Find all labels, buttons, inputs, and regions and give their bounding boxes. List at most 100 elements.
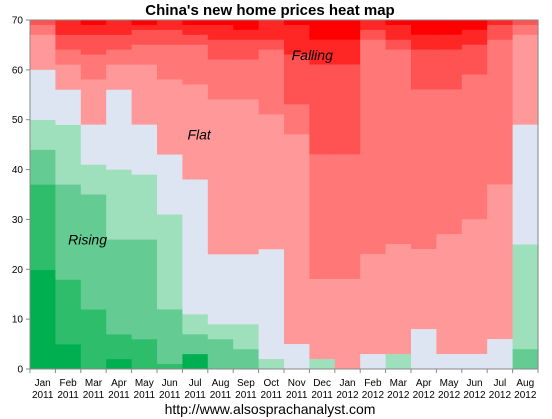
heatmap-cell	[55, 184, 82, 280]
x-tick-label: 2012	[489, 390, 512, 401]
heatmap-cell	[487, 24, 514, 40]
chart-axes: 010203040506070Jan2011Feb2011Mar2011Apr2…	[12, 16, 539, 401]
x-tick-label: Apr	[111, 378, 127, 389]
heatmap-cell	[487, 39, 514, 185]
heatmap-cell	[55, 279, 82, 345]
heatmap-cell	[131, 239, 158, 340]
heatmap-cell	[411, 49, 437, 90]
heatmap-cell	[157, 79, 183, 155]
heatmap-cell	[385, 244, 412, 355]
y-tick-label: 30	[12, 215, 24, 226]
heatmap-cell	[157, 29, 183, 45]
heatmap-cell	[487, 20, 514, 25]
heatmap-cell	[131, 339, 158, 369]
heatmap-cell	[258, 114, 285, 250]
heatmap-cell	[80, 79, 107, 125]
heatmap-cell	[55, 20, 82, 35]
heatmap-cell	[411, 329, 437, 369]
heatmap-cell	[182, 354, 209, 369]
heatmap-cell	[385, 49, 412, 245]
heatmap-cell	[106, 334, 133, 360]
heatmap-cell	[106, 239, 133, 335]
heatmap-cell	[436, 234, 463, 355]
heatmap-cell	[385, 39, 412, 50]
heatmap-cell	[309, 279, 336, 360]
heatmap-cell	[30, 69, 56, 120]
heatmap-cell	[131, 29, 158, 45]
y-tick-label: 50	[12, 115, 24, 126]
x-tick-label: Jan	[339, 378, 355, 389]
heatmap-cell	[131, 24, 158, 30]
heatmap-cell	[487, 339, 514, 369]
heatmap-cell	[233, 59, 260, 100]
x-tick-label: 2011	[32, 390, 54, 401]
y-tick-label: 40	[12, 165, 24, 176]
heatmap-cell	[512, 244, 539, 350]
heatmap-cell	[80, 309, 107, 369]
x-tick-label: Mar	[85, 378, 103, 389]
region-annotation: Rising	[68, 231, 107, 247]
heatmap-cell	[461, 29, 488, 45]
heatmap-cell	[258, 39, 285, 50]
heatmap-cells	[30, 20, 539, 369]
heatmap-cell	[512, 34, 539, 125]
x-tick-label: May	[440, 378, 459, 389]
heatmap-cell	[461, 354, 488, 369]
x-tick-label: 2012	[514, 390, 537, 401]
heatmap-cell	[106, 34, 133, 50]
heatmap-cell	[385, 354, 412, 369]
heatmap-cell	[182, 44, 209, 85]
heatmap-cell	[131, 124, 158, 175]
x-tick-label: 2012	[387, 390, 410, 401]
x-tick-label: Aug	[516, 378, 534, 389]
heatmap-cell	[461, 20, 488, 30]
x-tick-label: 2011	[108, 390, 130, 401]
source-url[interactable]: http://www.alsosprachanalyst.com	[165, 401, 376, 417]
heatmap-cell	[284, 344, 310, 369]
heatmap-cell	[80, 20, 107, 25]
heatmap-cell	[207, 324, 234, 340]
heatmap-cell	[106, 49, 133, 65]
heatmap-cell	[207, 254, 234, 325]
heatmap-cell	[207, 99, 234, 255]
x-tick-label: 2012	[336, 390, 359, 401]
x-tick-label: Mar	[390, 378, 408, 389]
heatmap-cell	[334, 39, 361, 65]
heatmap-cell	[309, 154, 336, 280]
heatmap-cell	[309, 64, 336, 155]
heatmap-cell	[80, 124, 107, 165]
chart-annotations: Falling Flat Rising	[68, 47, 333, 247]
heatmap-cell	[334, 20, 361, 40]
heatmap-cell	[182, 84, 209, 180]
heatmap-cell	[512, 349, 539, 369]
x-tick-label: Oct	[264, 378, 280, 389]
heatmap-cell	[461, 74, 488, 220]
x-tick-label: Jan	[35, 378, 51, 389]
y-tick-label: 20	[12, 265, 24, 276]
heatmap-cell	[512, 20, 539, 25]
heatmap-cell	[360, 254, 387, 355]
heatmap-cell	[411, 20, 437, 35]
x-tick-label: 2011	[184, 390, 206, 401]
x-tick-label: Sep	[237, 378, 255, 389]
heatmap-cell	[207, 339, 234, 369]
heatmap-cell	[30, 20, 56, 25]
heatmap-cell	[360, 29, 387, 40]
heatmap-cell	[233, 99, 260, 255]
x-tick-label: 2012	[463, 390, 486, 401]
x-tick-label: 2011	[210, 390, 232, 401]
heatmap-cell	[436, 354, 463, 369]
heatmap-cell	[436, 20, 463, 35]
heatmap-cell	[233, 39, 260, 60]
x-tick-label: 2012	[362, 390, 385, 401]
heatmap-cell	[106, 169, 133, 240]
x-tick-label: 2011	[235, 390, 257, 401]
x-tick-label: May	[135, 378, 154, 389]
heatmap-cell	[309, 39, 336, 65]
heatmap-cell	[461, 219, 488, 355]
heatmap-cell	[258, 20, 285, 40]
heatmap-cell	[182, 24, 209, 35]
x-tick-label: Nov	[288, 378, 306, 389]
chart-title: China's new home prices heat map	[145, 2, 394, 19]
heatmap-cell	[55, 64, 82, 90]
